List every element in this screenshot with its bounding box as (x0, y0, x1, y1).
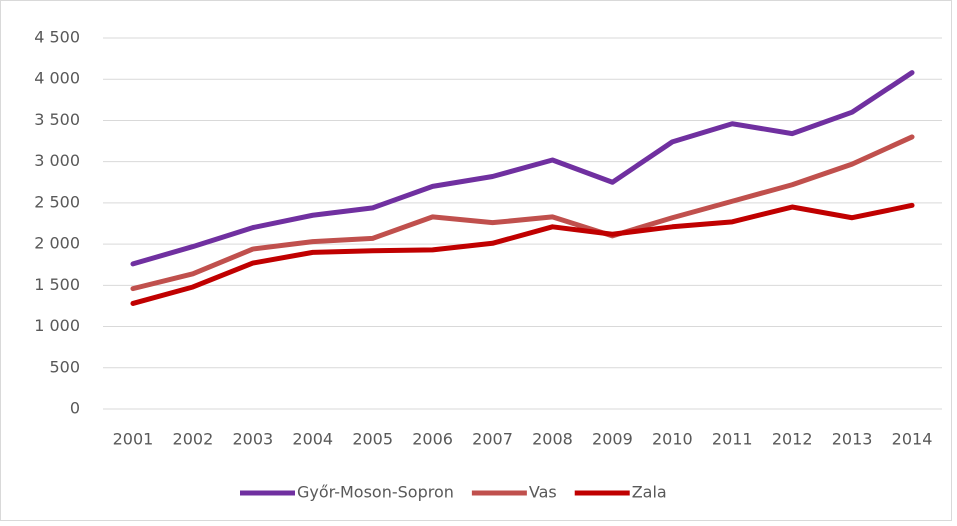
y-tick-label: 3 500 (34, 110, 80, 129)
x-tick-label: 2008 (532, 430, 573, 449)
x-tick-label: 2009 (592, 430, 633, 449)
series-line (130, 202, 915, 306)
legend-label: Győr-Moson-Sopron (297, 483, 454, 502)
y-tick-label: 4 000 (34, 69, 80, 88)
x-tick-label: 2014 (892, 430, 933, 449)
x-tick-label: 2007 (472, 430, 513, 449)
y-tick-label: 2 500 (34, 192, 80, 211)
x-tick-label: 2001 (113, 430, 154, 449)
x-tick-label: 2006 (412, 430, 453, 449)
y-tick-label: 0 (70, 399, 80, 418)
legend-label: Zala (632, 483, 667, 502)
x-tick-label: 2005 (352, 430, 393, 449)
y-tick-label: 2 000 (34, 234, 80, 253)
y-tick-label: 4 500 (34, 28, 80, 47)
y-tick-label: 1 000 (34, 316, 80, 335)
x-tick-label: 2002 (173, 430, 214, 449)
y-tick-label: 3 000 (34, 151, 80, 170)
x-tick-label: 2004 (292, 430, 333, 449)
x-tick-label: 2010 (652, 430, 693, 449)
series-line (130, 70, 915, 267)
y-tick-label: 500 (49, 357, 80, 376)
y-tick-label: 1 500 (34, 275, 80, 294)
legend-label: Vas (529, 483, 557, 502)
series-line (130, 134, 915, 292)
x-tick-label: 2012 (772, 430, 813, 449)
x-tick-label: 2011 (712, 430, 753, 449)
x-tick-label: 2003 (232, 430, 273, 449)
x-tick-label: 2013 (832, 430, 873, 449)
